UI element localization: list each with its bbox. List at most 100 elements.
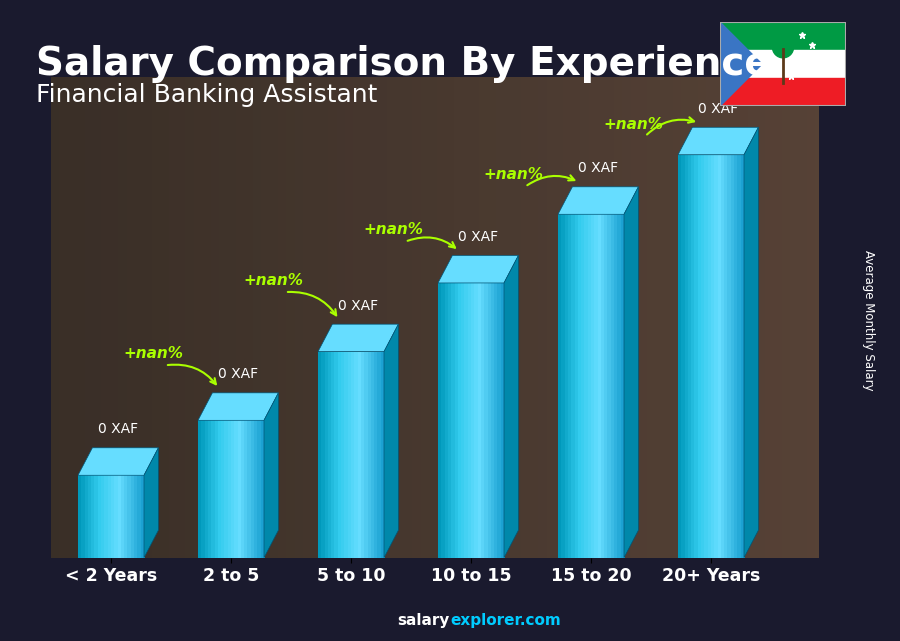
Polygon shape — [464, 283, 468, 558]
Polygon shape — [221, 420, 225, 558]
Polygon shape — [134, 475, 138, 558]
Polygon shape — [724, 154, 728, 558]
Polygon shape — [91, 475, 95, 558]
Polygon shape — [355, 352, 358, 558]
Polygon shape — [448, 283, 452, 558]
Polygon shape — [98, 475, 102, 558]
Polygon shape — [504, 256, 518, 558]
Polygon shape — [198, 420, 202, 558]
Polygon shape — [481, 283, 485, 558]
Polygon shape — [584, 214, 589, 558]
Polygon shape — [361, 352, 365, 558]
Polygon shape — [251, 420, 255, 558]
Text: 0 XAF: 0 XAF — [698, 102, 738, 116]
Polygon shape — [734, 154, 738, 558]
Polygon shape — [208, 420, 211, 558]
Polygon shape — [347, 352, 352, 558]
Polygon shape — [130, 475, 135, 558]
Polygon shape — [318, 324, 399, 352]
Polygon shape — [138, 475, 141, 558]
Polygon shape — [198, 393, 278, 420]
Polygon shape — [441, 283, 446, 558]
Polygon shape — [318, 352, 322, 558]
Polygon shape — [78, 475, 144, 558]
Polygon shape — [121, 475, 125, 558]
Polygon shape — [601, 214, 605, 558]
Polygon shape — [345, 352, 348, 558]
Polygon shape — [85, 475, 88, 558]
Text: 0 XAF: 0 XAF — [338, 299, 378, 313]
Polygon shape — [328, 352, 332, 558]
Polygon shape — [234, 420, 238, 558]
Polygon shape — [678, 154, 744, 558]
Polygon shape — [101, 475, 105, 558]
Polygon shape — [574, 214, 579, 558]
Polygon shape — [381, 352, 384, 558]
Polygon shape — [744, 128, 759, 558]
Polygon shape — [198, 420, 264, 558]
Polygon shape — [608, 214, 611, 558]
Polygon shape — [558, 214, 562, 558]
Polygon shape — [318, 352, 384, 558]
Text: +nan%: +nan% — [483, 167, 543, 182]
Polygon shape — [94, 475, 98, 558]
Polygon shape — [678, 128, 759, 154]
Polygon shape — [474, 283, 478, 558]
Text: +nan%: +nan% — [363, 222, 423, 237]
Polygon shape — [701, 154, 705, 558]
Polygon shape — [335, 352, 338, 558]
Polygon shape — [325, 352, 328, 558]
Polygon shape — [741, 154, 744, 558]
Polygon shape — [438, 283, 504, 558]
Polygon shape — [244, 420, 248, 558]
Polygon shape — [478, 283, 482, 558]
Polygon shape — [451, 283, 455, 558]
Polygon shape — [384, 324, 399, 558]
Polygon shape — [727, 154, 732, 558]
Polygon shape — [720, 22, 762, 106]
Polygon shape — [371, 352, 374, 558]
Polygon shape — [498, 283, 501, 558]
Polygon shape — [688, 154, 692, 558]
Polygon shape — [711, 154, 715, 558]
Polygon shape — [581, 214, 585, 558]
Polygon shape — [218, 420, 221, 558]
Polygon shape — [604, 214, 608, 558]
Polygon shape — [707, 154, 712, 558]
Circle shape — [772, 37, 794, 58]
Polygon shape — [591, 214, 595, 558]
Polygon shape — [491, 283, 495, 558]
Text: 0 XAF: 0 XAF — [98, 422, 139, 437]
Polygon shape — [124, 475, 128, 558]
Polygon shape — [264, 393, 278, 558]
Polygon shape — [737, 154, 742, 558]
Polygon shape — [257, 420, 261, 558]
Polygon shape — [241, 420, 245, 558]
Polygon shape — [598, 214, 601, 558]
Text: +nan%: +nan% — [603, 117, 663, 132]
Polygon shape — [721, 154, 725, 558]
Polygon shape — [624, 187, 638, 558]
Polygon shape — [438, 283, 442, 558]
Polygon shape — [578, 214, 581, 558]
Polygon shape — [321, 352, 325, 558]
Bar — [720, 78, 846, 106]
Polygon shape — [681, 154, 685, 558]
Polygon shape — [558, 214, 624, 558]
Polygon shape — [214, 420, 219, 558]
Polygon shape — [717, 154, 722, 558]
Polygon shape — [564, 214, 569, 558]
Polygon shape — [454, 283, 458, 558]
Polygon shape — [128, 475, 131, 558]
Polygon shape — [695, 154, 698, 558]
Polygon shape — [202, 420, 205, 558]
Polygon shape — [458, 283, 462, 558]
Polygon shape — [108, 475, 112, 558]
Polygon shape — [114, 475, 118, 558]
Polygon shape — [374, 352, 378, 558]
Text: 0 XAF: 0 XAF — [458, 230, 499, 244]
Text: Financial Banking Assistant: Financial Banking Assistant — [36, 83, 377, 107]
Polygon shape — [558, 187, 638, 214]
Polygon shape — [594, 214, 598, 558]
Polygon shape — [248, 420, 251, 558]
